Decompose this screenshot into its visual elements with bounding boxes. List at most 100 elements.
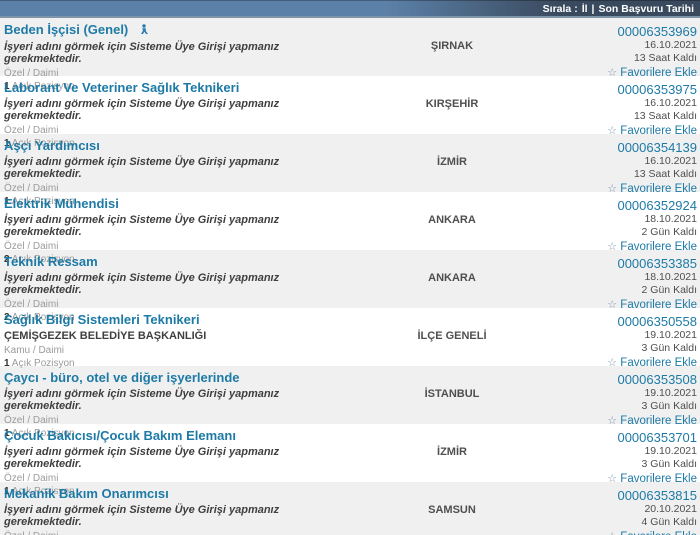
job-id-link[interactable]: 00006353975 <box>617 82 697 97</box>
job-info-column: Çocuk Bakıcısı/Çocuk Bakım Elemanı İşyer… <box>4 428 357 498</box>
favorites-label: Favorilere Ekle <box>620 299 697 311</box>
open-positions-count: 1 <box>4 138 10 149</box>
job-id-link[interactable]: 00006354139 <box>617 140 697 155</box>
add-to-favorites-link[interactable]: ☆ Favorilere Ekle <box>607 357 697 370</box>
last-application-date: 16.10.2021 <box>644 155 697 167</box>
favorites-label: Favorilere Ekle <box>620 531 697 535</box>
open-positions-count: 1 <box>4 196 10 207</box>
job-title-link[interactable]: Mekanik Bakım Onarımcısı <box>4 486 169 501</box>
open-positions-label: Açık Pozisyon <box>11 428 75 439</box>
open-positions: 1 Açık Pozisyon <box>4 358 357 369</box>
open-positions-label: Açık Pozisyon <box>11 312 75 323</box>
job-city: ANKARA <box>428 213 476 226</box>
add-to-favorites-link[interactable]: ☆ Favorilere Ekle <box>607 241 697 254</box>
job-meta-column: 00006352924 18.10.2021 2 Gün Kaldı ☆ Fav… <box>547 197 697 254</box>
job-meta-column: 00006353701 19.10.2021 3 Gün Kaldı ☆ Fav… <box>547 429 697 486</box>
last-application-date: 16.10.2021 <box>644 97 697 109</box>
job-title-link[interactable]: Teknik Ressam <box>4 254 98 269</box>
job-title-link[interactable]: Laborant Ve Veteriner Sağlık Teknikeri <box>4 80 240 95</box>
job-city: ANKARA <box>428 271 476 284</box>
open-positions-count: 1 <box>4 81 10 92</box>
add-to-favorites-link[interactable]: ☆ Favorilere Ekle <box>607 415 697 428</box>
time-remaining: 2 Gün Kaldı <box>641 226 697 238</box>
job-title-link[interactable]: Sağlık Bilgi Sistemleri Teknikeri <box>4 312 200 327</box>
last-application-date: 16.10.2021 <box>644 39 697 51</box>
job-city: İSTANBUL <box>424 387 480 400</box>
job-info-column: Laborant Ve Veteriner Sağlık Teknikeri İ… <box>4 80 357 150</box>
job-listing-row: Çocuk Bakıcısı/Çocuk Bakım Elemanı İşyer… <box>0 424 700 498</box>
add-to-favorites-link[interactable]: ☆ Favorilere Ekle <box>607 299 697 312</box>
favorites-label: Favorilere Ekle <box>620 183 697 195</box>
open-positions: 1 Açık Pozisyon <box>4 81 357 92</box>
job-id-link[interactable]: 00006352924 <box>617 198 697 213</box>
job-city: İZMİR <box>437 155 467 168</box>
star-icon: ☆ <box>607 125 618 137</box>
job-title-link[interactable]: Çaycı - büro, otel ve diğer işyerlerinde <box>4 370 240 385</box>
open-positions-label: Açık Pozisyon <box>11 358 75 369</box>
job-meta-column: 00006354139 16.10.2021 13 Saat Kaldı ☆ F… <box>547 139 697 196</box>
job-listing-row: Mekanik Bakım Onarımcısı İşyeri adını gö… <box>0 482 700 535</box>
favorites-label: Favorilere Ekle <box>620 67 697 79</box>
login-required-note: İşyeri adını görmek için Sisteme Üye Gir… <box>4 98 280 122</box>
job-type: Özel / Daimi <box>4 241 59 252</box>
job-id-link[interactable]: 00006353701 <box>617 430 697 445</box>
open-positions-label: Açık Pozisyon <box>11 138 75 149</box>
add-to-favorites-link[interactable]: ☆ Favorilere Ekle <box>607 125 697 138</box>
star-icon: ☆ <box>607 357 618 369</box>
job-title-link[interactable]: Çocuk Bakıcısı/Çocuk Bakım Elemanı <box>4 428 236 443</box>
time-remaining: 3 Gün Kaldı <box>641 400 697 412</box>
time-remaining: 13 Saat Kaldı <box>633 52 697 64</box>
open-positions-count: 1 <box>4 428 10 439</box>
job-id-link[interactable]: 00006350558 <box>617 314 697 329</box>
sort-bar: Sırala : İl | Son Başvuru Tarihi <box>0 0 700 18</box>
job-id-link[interactable]: 00006353385 <box>617 256 697 271</box>
last-application-date: 18.10.2021 <box>644 213 697 225</box>
open-positions-label: Açık Pozisyon <box>11 254 75 265</box>
job-info-column: Elektrik Mühendisi İşyeri adını görmek i… <box>4 196 357 266</box>
job-info-column: Sağlık Bilgi Sistemleri Teknikeri ÇEMİŞG… <box>4 312 357 370</box>
job-listing-row: Laborant Ve Veteriner Sağlık Teknikeri İ… <box>0 76 700 150</box>
job-info-column: Beden İşçisi (Genel) İşyeri adını görmek… <box>4 22 357 93</box>
job-listing-row: Teknik Ressam İşyeri adını görmek için S… <box>0 250 700 324</box>
job-listing-row: Elektrik Mühendisi İşyeri adını görmek i… <box>0 192 700 266</box>
star-icon: ☆ <box>607 67 618 79</box>
job-type: Özel / Daimi <box>4 473 59 484</box>
job-listing-row: Beden İşçisi (Genel) İşyeri adını görmek… <box>0 18 700 93</box>
job-meta-column: 00006350558 19.10.2021 3 Gün Kaldı ☆ Fav… <box>547 313 697 370</box>
job-title-link[interactable]: Aşçı Yardımcısı <box>4 138 100 153</box>
job-type: Özel / Daimi <box>4 299 59 310</box>
job-meta-column: 00006353385 18.10.2021 2 Gün Kaldı ☆ Fav… <box>547 255 697 312</box>
time-remaining: 4 Gün Kaldı <box>641 516 697 528</box>
sort-by-deadline-link[interactable]: Son Başvuru Tarihi <box>598 2 695 15</box>
job-id-link[interactable]: 00006353508 <box>617 372 697 387</box>
job-info-column: Mekanik Bakım Onarımcısı İşyeri adını gö… <box>4 487 357 535</box>
job-city: İZMİR <box>437 445 467 458</box>
time-remaining: 3 Gün Kaldı <box>641 342 697 354</box>
add-to-favorites-link[interactable]: ☆ Favorilere Ekle <box>607 183 697 196</box>
job-type: Özel / Daimi <box>4 68 59 79</box>
open-positions-label: Açık Pozisyon <box>11 81 75 92</box>
open-positions-label: Açık Pozisyon <box>11 486 75 497</box>
employer-name: ÇEMİŞGEZEK BELEDİYE BAŞKANLIĞI <box>4 330 207 342</box>
star-icon: ☆ <box>607 241 618 253</box>
job-id-link[interactable]: 00006353969 <box>617 24 697 39</box>
add-to-favorites-link[interactable]: ☆ Favorilere Ekle <box>607 473 697 486</box>
job-meta-column: 00006353975 16.10.2021 13 Saat Kaldı ☆ F… <box>547 81 697 138</box>
favorites-label: Favorilere Ekle <box>620 357 697 369</box>
job-title-link[interactable]: Beden İşçisi (Genel) <box>4 22 129 37</box>
add-to-favorites-link[interactable]: ☆ Favorilere Ekle <box>607 531 697 535</box>
open-positions: 1 Açık Pozisyon <box>4 486 357 497</box>
job-id-link[interactable]: 00006353815 <box>617 488 697 503</box>
job-listings: Beden İşçisi (Genel) İşyeri adını görmek… <box>0 18 700 535</box>
job-city: SAMSUN <box>428 503 476 516</box>
login-required-note: İşyeri adını görmek için Sisteme Üye Gir… <box>4 272 280 296</box>
add-to-favorites-link[interactable]: ☆ Favorilere Ekle <box>607 67 697 80</box>
job-type: Özel / Daimi <box>4 531 357 535</box>
last-application-date: 20.10.2021 <box>644 503 697 515</box>
job-listing-row: Aşçı Yardımcısı İşyeri adını görmek için… <box>0 134 700 207</box>
sort-by-province-link[interactable]: İl <box>581 2 588 15</box>
favorites-label: Favorilere Ekle <box>620 125 697 137</box>
job-title-link[interactable]: Elektrik Mühendisi <box>4 196 119 211</box>
job-info-column: Teknik Ressam İşyeri adını görmek için S… <box>4 254 357 324</box>
